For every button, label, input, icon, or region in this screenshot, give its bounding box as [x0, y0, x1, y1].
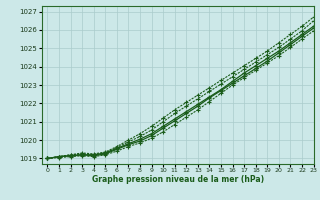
- X-axis label: Graphe pression niveau de la mer (hPa): Graphe pression niveau de la mer (hPa): [92, 175, 264, 184]
